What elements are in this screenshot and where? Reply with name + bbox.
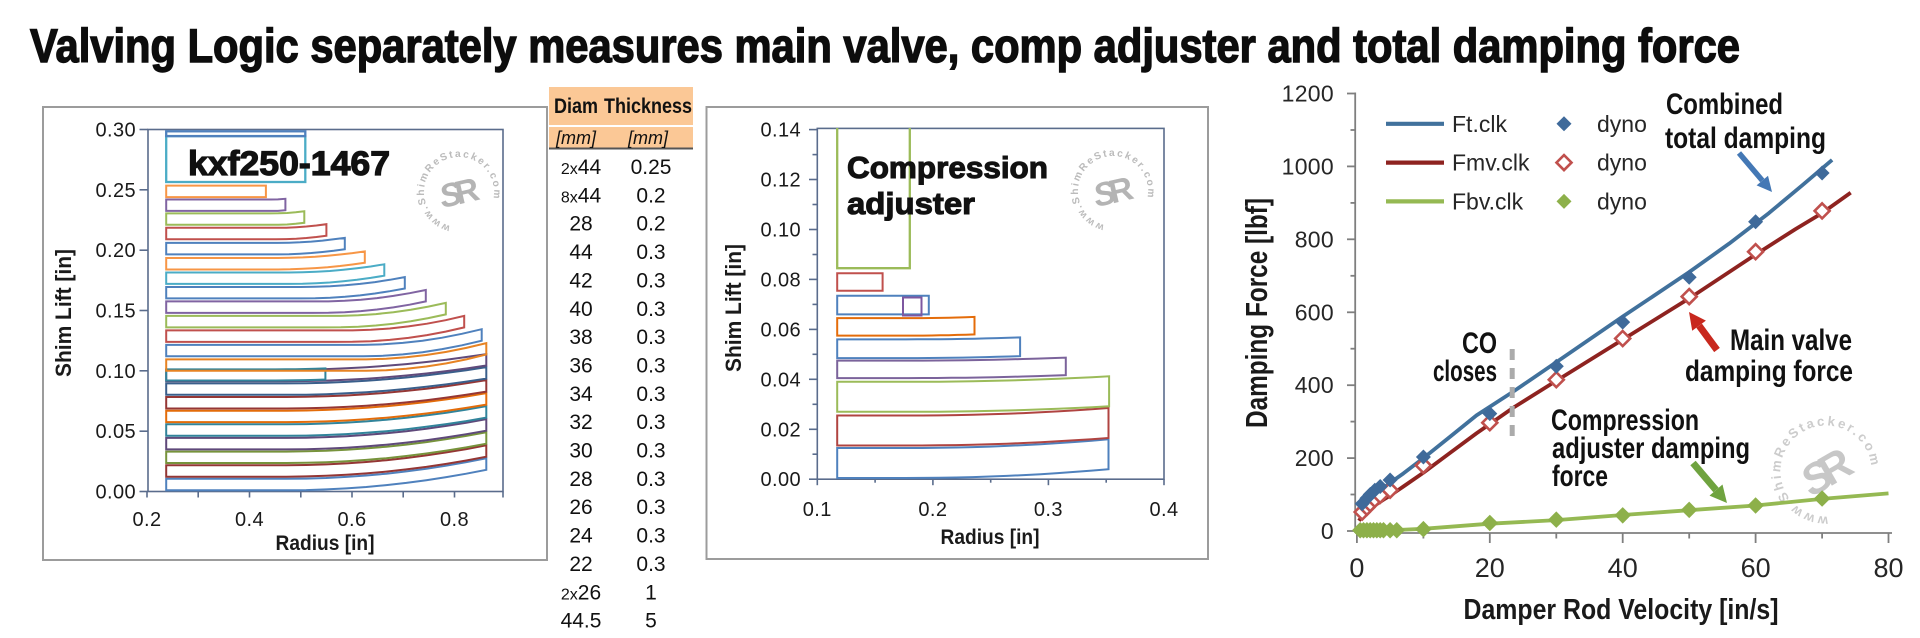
svg-text:total damping: total damping	[1665, 122, 1826, 155]
svg-text:dyno: dyno	[1597, 111, 1647, 137]
svg-text:0.2: 0.2	[132, 509, 161, 531]
svg-text:Radius [in]: Radius [in]	[276, 532, 375, 555]
svg-text:36: 36	[569, 355, 592, 378]
svg-text:0.05: 0.05	[95, 421, 136, 443]
svg-text:0.6: 0.6	[337, 509, 366, 531]
svg-text:38: 38	[569, 326, 592, 349]
svg-text:28: 28	[569, 468, 592, 491]
svg-text:0.06: 0.06	[760, 319, 801, 341]
svg-text:0.3: 0.3	[636, 326, 665, 349]
svg-text:0.30: 0.30	[95, 120, 136, 142]
svg-text:0.3: 0.3	[636, 468, 665, 491]
svg-text:0.04: 0.04	[760, 369, 801, 391]
svg-text:40: 40	[569, 298, 592, 321]
svg-text:42: 42	[569, 269, 592, 292]
svg-text:0.3: 0.3	[636, 383, 665, 406]
svg-text:Thickness: Thickness	[604, 95, 692, 118]
svg-text:Radius [in]: Radius [in]	[941, 526, 1040, 549]
svg-text:Shim Lift [in]: Shim Lift [in]	[721, 244, 746, 372]
svg-text:0.00: 0.00	[95, 482, 136, 504]
svg-text:20: 20	[1475, 553, 1505, 583]
svg-text:force: force	[1552, 460, 1608, 493]
svg-text:0.08: 0.08	[760, 269, 801, 291]
svg-text:Compression: Compression	[847, 150, 1048, 185]
svg-text:2x44: 2x44	[561, 156, 602, 179]
svg-text:0.1: 0.1	[803, 499, 832, 521]
svg-text:600: 600	[1295, 299, 1334, 325]
svg-text:0: 0	[1321, 518, 1334, 544]
svg-text:0.4: 0.4	[1149, 499, 1178, 521]
svg-text:Ft.clk: Ft.clk	[1452, 111, 1507, 137]
svg-text:Main valve: Main valve	[1730, 324, 1852, 357]
svg-text:Damper Rod Velocity [in/s]: Damper Rod Velocity [in/s]	[1464, 594, 1779, 626]
svg-text:0.8: 0.8	[440, 509, 469, 531]
svg-text:Diam: Diam	[554, 95, 598, 118]
svg-text:0.12: 0.12	[760, 170, 801, 192]
svg-text:44: 44	[569, 241, 593, 264]
svg-text:26: 26	[569, 496, 592, 519]
svg-text:Fbv.clk: Fbv.clk	[1452, 188, 1524, 214]
svg-text:30: 30	[569, 440, 592, 463]
svg-text:0.3: 0.3	[636, 411, 665, 434]
svg-text:32: 32	[569, 411, 592, 434]
svg-text:34: 34	[569, 383, 593, 406]
svg-text:0.3: 0.3	[636, 355, 665, 378]
svg-text:Combined: Combined	[1666, 88, 1783, 121]
svg-text:damping force: damping force	[1685, 355, 1853, 388]
svg-text:0.3: 0.3	[1034, 499, 1063, 521]
svg-text:Fmv.clk: Fmv.clk	[1452, 150, 1530, 176]
svg-text:0.3: 0.3	[636, 440, 665, 463]
svg-text:0.2: 0.2	[636, 213, 665, 236]
svg-text:40: 40	[1608, 553, 1638, 583]
svg-text:24: 24	[569, 525, 593, 548]
svg-text:0.2: 0.2	[636, 184, 665, 207]
svg-text:2x26: 2x26	[561, 581, 601, 604]
svg-text:1000: 1000	[1282, 153, 1334, 179]
svg-text:0.14: 0.14	[760, 120, 801, 142]
svg-text:1200: 1200	[1282, 81, 1334, 107]
svg-text:0.25: 0.25	[95, 180, 136, 202]
svg-text:0.3: 0.3	[636, 298, 665, 321]
svg-text:[mm]: [mm]	[627, 128, 669, 148]
svg-text:22: 22	[569, 553, 592, 576]
svg-text:44.5: 44.5	[561, 610, 602, 633]
svg-text:0.02: 0.02	[760, 419, 801, 441]
svg-text:28: 28	[569, 213, 592, 236]
svg-text:[mm]: [mm]	[555, 128, 597, 148]
svg-text:5: 5	[645, 610, 657, 633]
svg-text:0.2: 0.2	[918, 499, 947, 521]
svg-text:0.3: 0.3	[636, 525, 665, 548]
svg-text:200: 200	[1295, 445, 1334, 471]
svg-text:CO: CO	[1462, 327, 1497, 360]
svg-text:0.10: 0.10	[760, 220, 801, 242]
svg-text:0.00: 0.00	[760, 469, 801, 491]
svg-text:Shim Lift [in]: Shim Lift [in]	[51, 249, 76, 377]
svg-text:Damping Force [lbf]: Damping Force [lbf]	[1239, 198, 1274, 428]
svg-text:0.3: 0.3	[636, 241, 665, 264]
svg-text:0: 0	[1349, 553, 1364, 583]
svg-text:0.3: 0.3	[636, 553, 665, 576]
svg-text:adjuster damping: adjuster damping	[1552, 432, 1750, 465]
svg-text:dyno: dyno	[1597, 188, 1647, 214]
svg-text:60: 60	[1741, 553, 1771, 583]
svg-text:400: 400	[1295, 372, 1334, 398]
svg-text:80: 80	[1873, 553, 1903, 583]
svg-text:8x44: 8x44	[561, 184, 602, 207]
svg-text:800: 800	[1295, 226, 1334, 252]
svg-text:Valving Logic separately measu: Valving Logic separately measures main v…	[30, 19, 1740, 72]
svg-text:0.20: 0.20	[95, 240, 136, 262]
svg-text:dyno: dyno	[1597, 150, 1647, 176]
svg-text:1: 1	[645, 581, 657, 604]
svg-text:adjuster: adjuster	[847, 186, 975, 221]
svg-text:0.3: 0.3	[636, 269, 665, 292]
svg-text:closes: closes	[1433, 355, 1497, 388]
svg-text:0.4: 0.4	[235, 509, 264, 531]
svg-text:0.3: 0.3	[636, 496, 665, 519]
svg-text:0.15: 0.15	[95, 301, 136, 323]
svg-text:0.25: 0.25	[631, 156, 672, 179]
svg-text:Compression: Compression	[1551, 404, 1699, 437]
svg-text:0.10: 0.10	[95, 361, 136, 383]
svg-text:kxf250-1467: kxf250-1467	[188, 145, 390, 183]
